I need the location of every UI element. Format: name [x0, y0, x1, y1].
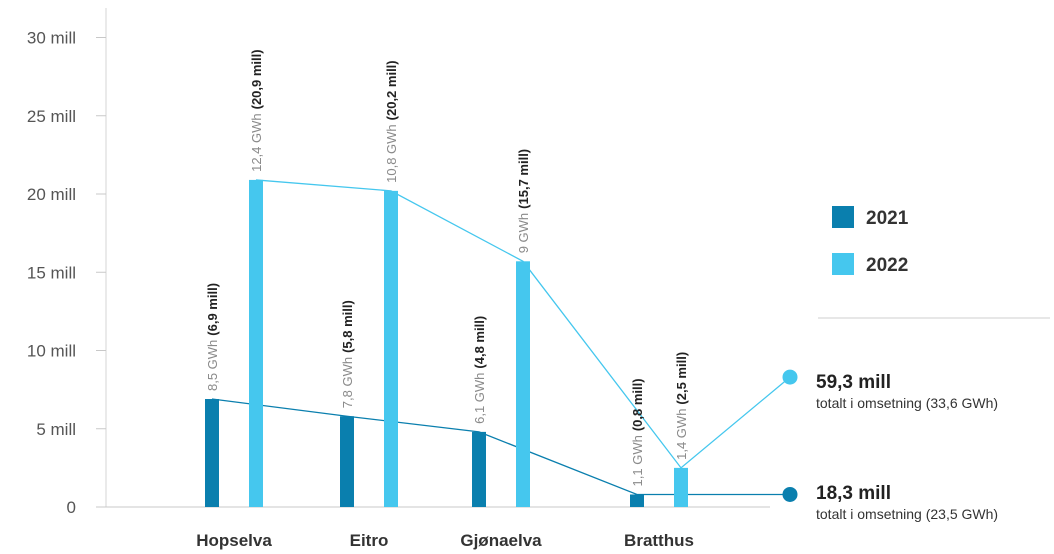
data-label-gwh: 6,1 GWh: [472, 373, 487, 424]
x-category-label: Bratthus: [624, 531, 694, 550]
data-label-gwh: 7,8 GWh: [340, 357, 355, 408]
data-label-value: (5,8 mill): [340, 300, 355, 353]
bar-2022: [674, 467, 688, 507]
x-category-label: Eitro: [350, 531, 389, 550]
data-label-value: (4,8 mill): [472, 316, 487, 369]
bars-group: [205, 179, 688, 508]
bar-2021: [205, 399, 219, 507]
data-label-2021: 1,1 GWh (0,8 mill): [630, 378, 645, 486]
total-value-2022: 59,3 mill: [816, 372, 891, 393]
data-labels-group: 8,5 GWh (6,9 mill) 7,8 GWh (5,8 mill) 6,1 GW…: [205, 49, 689, 486]
data-label-gwh: 1,1 GWh: [630, 435, 645, 486]
data-label-value: (20,9 mill): [249, 49, 264, 109]
data-label-value: (20,2 mill): [384, 60, 399, 120]
axes-group: 0 5 mill 10 mill 15 mill 20 mill 25 mill 30 mi…: [27, 8, 770, 550]
data-label-gwh: 8,5 GWh: [205, 340, 220, 391]
bar-2022: [516, 261, 530, 507]
data-label-2021: 7,8 GWh (5,8 mill): [340, 300, 355, 408]
totals-group: 59,3 mill totalt i omsetning (33,6 GWh) 18…: [782, 369, 998, 522]
legend-swatch-2021: [832, 206, 854, 228]
data-label-2021: 8,5 GWh (6,9 mill): [205, 283, 220, 391]
trend-lines-group: [211, 179, 791, 496]
y-tick-label: 5 mill: [36, 420, 76, 439]
total-value-2021: 18,3 mill: [816, 483, 891, 504]
total-marker-2021: [782, 486, 798, 502]
data-label-gwh: 12,4 GWh: [249, 113, 264, 172]
bar-2022: [249, 179, 263, 508]
legend-label-2022: 2022: [866, 255, 908, 276]
data-label-gwh: 1,4 GWh: [674, 409, 689, 460]
data-label-value: (0,8 mill): [630, 378, 645, 431]
legend-label-2021: 2021: [866, 208, 909, 229]
x-category-label: Gjønaelva: [460, 531, 542, 550]
total-note-2021: totalt i omsetning (23,5 GWh): [816, 506, 998, 522]
trend-line-2021: [211, 398, 790, 496]
y-tick-label: 15 mill: [27, 263, 76, 282]
bar-2021: [340, 416, 354, 507]
y-tick-label: 20 mill: [27, 185, 76, 204]
data-label-2021: 6,1 GWh (4,8 mill): [472, 316, 487, 424]
data-label-2022: 9 GWh (15,7 mill): [516, 149, 531, 253]
y-tick-label: 0: [67, 498, 76, 517]
data-label-2022: 10,8 GWh (20,2 mill): [384, 60, 399, 183]
data-label-value: (2,5 mill): [674, 352, 689, 405]
bar-2021: [630, 494, 644, 507]
y-tick-label: 10 mill: [27, 342, 76, 361]
data-label-gwh: 9 GWh: [516, 213, 531, 253]
legend: 2021 2022: [818, 206, 1050, 319]
y-tick-label: 25 mill: [27, 107, 76, 126]
data-label-2022: 1,4 GWh (2,5 mill): [674, 352, 689, 460]
data-label-2022: 12,4 GWh (20,9 mill): [249, 49, 264, 172]
total-note-2022: totalt i omsetning (33,6 GWh): [816, 395, 998, 411]
y-tick-label: 30 mill: [27, 29, 76, 48]
legend-swatch-2022: [832, 253, 854, 275]
total-marker-2022: [782, 369, 798, 385]
data-label-gwh: 10,8 GWh: [384, 124, 399, 183]
data-label-value: (15,7 mill): [516, 149, 531, 209]
x-category-label: Hopselva: [196, 531, 272, 550]
bar-2022: [384, 190, 398, 507]
bar-2021: [472, 431, 486, 507]
data-label-value: (6,9 mill): [205, 283, 220, 336]
